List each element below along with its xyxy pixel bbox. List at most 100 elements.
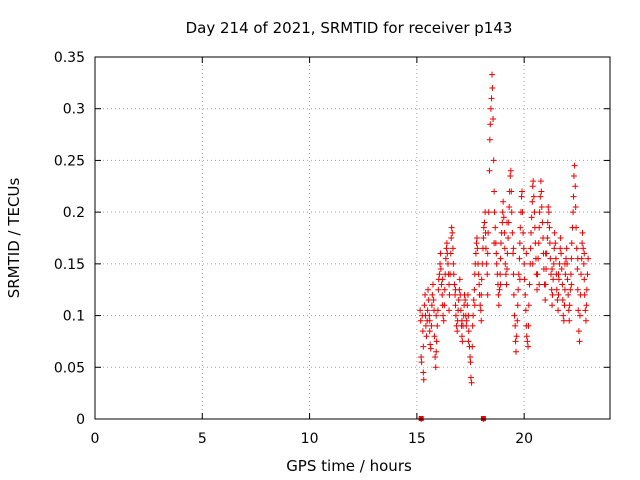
data-point (458, 317, 465, 324)
data-point (550, 260, 557, 267)
y-tick-label: 0 (76, 412, 85, 428)
data-point (502, 260, 509, 267)
data-point (495, 291, 502, 298)
data-point (471, 286, 478, 293)
data-point (418, 359, 425, 366)
data-point (422, 322, 429, 329)
data-point (427, 345, 434, 352)
data-point (432, 364, 439, 371)
data-point (519, 188, 526, 195)
data-point (551, 245, 558, 252)
data-point (549, 266, 556, 273)
data-point (535, 240, 542, 247)
data-point (538, 188, 545, 195)
data-point (565, 291, 572, 298)
data-point (520, 245, 527, 252)
data-point (478, 276, 485, 283)
data-point (572, 183, 579, 190)
data-point (430, 297, 437, 304)
data-point (519, 209, 526, 216)
x-tick-label: 15 (408, 431, 426, 447)
data-point (429, 281, 436, 288)
data-point (510, 271, 517, 278)
data-point (450, 260, 457, 267)
data-point (555, 276, 562, 283)
data-point (472, 250, 479, 257)
data-point (470, 297, 477, 304)
data-point (537, 178, 544, 185)
data-point (464, 302, 471, 309)
data-point (542, 297, 549, 304)
y-tick-label: 0.2 (63, 205, 85, 221)
data-point (446, 281, 453, 288)
data-point (536, 209, 543, 216)
data-point (555, 291, 562, 298)
data-point (446, 307, 453, 314)
data-point (507, 172, 514, 179)
data-point (433, 348, 440, 355)
data-point (534, 271, 541, 278)
data-point (510, 250, 517, 257)
data-point (434, 307, 441, 314)
data-point (501, 245, 508, 252)
data-point (452, 312, 459, 319)
data-point (508, 188, 515, 195)
data-point (563, 245, 570, 252)
data-point (556, 260, 563, 267)
data-point (477, 302, 484, 309)
data-point (581, 250, 588, 257)
data-point (483, 260, 490, 267)
data-point (418, 353, 425, 360)
data-point (525, 322, 532, 329)
data-point (525, 302, 532, 309)
data-point (426, 317, 433, 324)
data-point (529, 183, 536, 190)
data-point (489, 85, 496, 92)
data-point (579, 240, 586, 247)
data-point (515, 271, 522, 278)
data-point (469, 343, 476, 350)
y-axis-label: SRMTID / TECUs (5, 178, 23, 299)
data-point (525, 343, 532, 350)
data-point (513, 348, 520, 355)
data-point (452, 291, 459, 298)
data-point (516, 255, 523, 262)
data-point (486, 167, 493, 174)
data-point (580, 245, 587, 252)
data-point (458, 333, 465, 340)
data-point (462, 297, 469, 304)
data-point (437, 260, 444, 267)
data-point (488, 71, 495, 78)
data-point (508, 209, 515, 216)
data-point (520, 229, 527, 236)
data-point (544, 219, 551, 226)
data-point (507, 167, 514, 174)
data-point (422, 291, 429, 298)
data-point (446, 291, 453, 298)
data-point (417, 307, 424, 314)
data-point (467, 374, 474, 381)
data-point (487, 105, 494, 112)
data-point (523, 333, 530, 340)
y-tick-labels: 0 0.05 0.1 0.15 0.2 0.25 0.3 0.35 (54, 50, 85, 428)
data-point (572, 203, 579, 210)
data-point (464, 291, 471, 298)
data-point (545, 203, 552, 210)
data-point (484, 271, 491, 278)
data-point (435, 286, 442, 293)
data-point (539, 219, 546, 226)
data-point (582, 317, 589, 324)
data-point (511, 312, 518, 319)
data-point (421, 302, 428, 309)
data-point (500, 214, 507, 221)
data-point (424, 307, 431, 314)
data-point (584, 271, 591, 278)
data-point (475, 271, 482, 278)
data-point (512, 338, 519, 345)
data-point (528, 229, 535, 236)
x-tick-label: 0 (91, 431, 100, 447)
data-point (557, 245, 564, 252)
data-point (426, 312, 433, 319)
data-point (443, 245, 450, 252)
